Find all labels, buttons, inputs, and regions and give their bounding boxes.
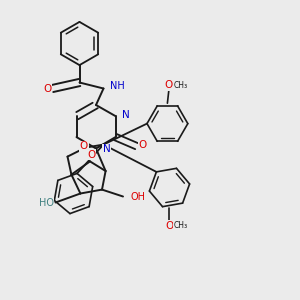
Text: O: O bbox=[43, 83, 52, 94]
Text: O: O bbox=[87, 150, 96, 160]
Text: HO: HO bbox=[39, 197, 54, 208]
Text: NH: NH bbox=[110, 81, 125, 91]
Text: O: O bbox=[165, 220, 174, 231]
Text: CH₃: CH₃ bbox=[174, 221, 188, 230]
Text: O: O bbox=[80, 141, 88, 151]
Text: OH: OH bbox=[130, 191, 146, 202]
Text: CH₃: CH₃ bbox=[173, 81, 188, 90]
Text: O: O bbox=[165, 80, 173, 91]
Text: O: O bbox=[138, 140, 147, 151]
Text: N: N bbox=[122, 110, 130, 120]
Text: N: N bbox=[103, 144, 110, 154]
